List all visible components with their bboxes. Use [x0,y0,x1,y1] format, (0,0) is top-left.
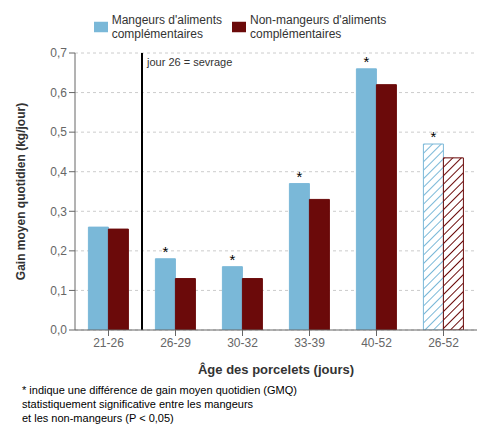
svg-text:0,5: 0,5 [50,125,67,139]
html-text:Non-mangeurs d'aliments complé: Non-mangeurs d'aliments complémentaires [250,13,387,41]
svg-text:26-52: 26-52 [428,336,459,350]
html-text:Mangeurs d'aliments complément: Mangeurs d'aliments complémentaires [111,13,222,41]
svg-text:21-26: 21-26 [93,336,124,350]
svg-text:*: * [296,168,302,185]
svg-text:*: * [363,53,369,70]
svg-text:0,4: 0,4 [50,165,67,179]
svg-text:jour 26 = sevrage: jour 26 = sevrage [146,56,232,68]
svg-text:0,7: 0,7 [50,46,67,60]
svg-text:Gain moyen quotidien (kg/jour): Gain moyen quotidien (kg/jour) [14,103,28,280]
svg-text:0,3: 0,3 [50,205,67,219]
svg-text:26-29: 26-29 [160,336,191,350]
svg-text:*: * [229,251,235,268]
svg-text:0,6: 0,6 [50,86,67,100]
svg-text:Âge des porcelets (jours): Âge des porcelets (jours) [198,362,354,377]
html-text:* indique une différence de ga: * indique une différence de gain moyen q… [22,384,297,424]
svg-text:0,2: 0,2 [50,244,67,258]
svg-text:30-32: 30-32 [227,336,258,350]
svg-text:33-39: 33-39 [294,336,325,350]
svg-text:0,0: 0,0 [50,323,67,337]
svg-text:0,1: 0,1 [50,284,67,298]
svg-text:40-52: 40-52 [361,336,392,350]
svg-text:*: * [430,128,436,145]
svg-text:*: * [162,243,168,260]
